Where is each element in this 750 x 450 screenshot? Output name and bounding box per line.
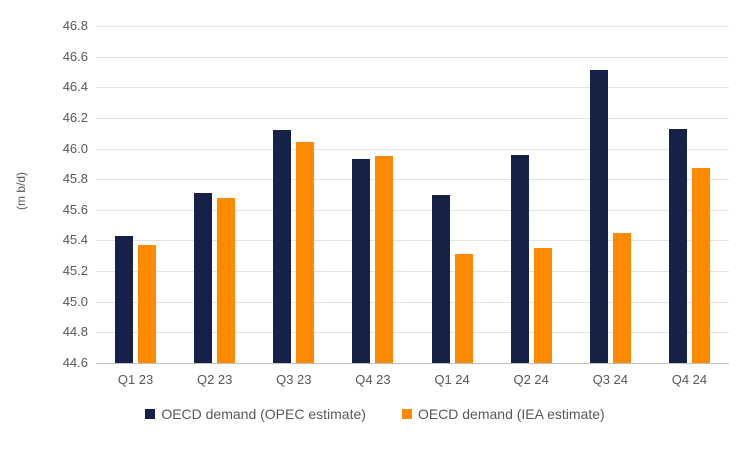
bar-oecd-demand-iea-estimate--q2-24 — [533, 248, 552, 363]
plot-area — [96, 26, 729, 364]
x-axis-label: Q3 24 — [592, 372, 629, 387]
bar-group-q4-23 — [333, 26, 412, 363]
gridline — [96, 209, 729, 211]
y-tick-label: 44.8 — [62, 324, 88, 340]
bar-group-q3-23 — [254, 26, 333, 363]
y-tick-label: 45.2 — [62, 263, 88, 279]
bar-oecd-demand-opec-estimate--q3-23 — [273, 130, 292, 363]
bar-oecd-demand-iea-estimate--q3-24 — [612, 232, 631, 363]
x-axis-line — [96, 363, 729, 364]
legend: OECD demand (OPEC estimate) OECD demand (… — [0, 406, 750, 422]
x-axis-label: Q4 23 — [355, 372, 391, 387]
bar-group-q1-23 — [96, 26, 175, 363]
bar-oecd-demand-iea-estimate--q1-23 — [138, 245, 157, 363]
bar-group-q4-24 — [650, 26, 729, 363]
legend-marker-icon — [145, 409, 156, 419]
x-axis-label: Q1 23 — [117, 372, 154, 387]
bar-oecd-demand-opec-estimate--q4-24 — [668, 128, 687, 363]
y-tick-label: 46.0 — [62, 140, 88, 156]
x-axis-label: Q4 24 — [671, 372, 708, 387]
gridline — [96, 56, 729, 58]
bar-oecd-demand-iea-estimate--q4-24 — [691, 168, 710, 363]
x-axis-label: Q1 24 — [434, 372, 470, 387]
y-tick-label: 46.2 — [62, 109, 88, 125]
x-axis-label: Q2 24 — [513, 372, 549, 387]
gridline — [96, 240, 729, 242]
bar-group-q2-24 — [492, 26, 571, 363]
legend-label: OECD demand (IEA estimate) — [417, 406, 605, 422]
gridline — [96, 301, 729, 303]
legend-item: OECD demand (OPEC estimate) — [145, 406, 366, 422]
bar-group-q1-24 — [413, 26, 492, 363]
bar-group-q2-23 — [175, 26, 254, 363]
bar-oecd-demand-iea-estimate--q4-23 — [375, 156, 394, 363]
y-axis-title: (m b/d) — [14, 171, 28, 211]
x-axis-label: Q2 23 — [196, 372, 233, 387]
bar-oecd-demand-opec-estimate--q1-23 — [115, 235, 134, 363]
gridline — [96, 148, 729, 150]
x-axis-label: Q3 23 — [276, 372, 312, 387]
bar-oecd-demand-opec-estimate--q2-23 — [194, 192, 213, 363]
y-tick-label: 45.4 — [62, 232, 88, 248]
legend-label: OECD demand (OPEC estimate) — [161, 406, 366, 422]
bar-group-q3-24 — [571, 26, 650, 363]
gridline — [96, 271, 729, 273]
y-tick-label: 45.0 — [62, 293, 88, 309]
y-tick-label: 45.8 — [62, 171, 88, 187]
y-tick-label: 46.6 — [62, 48, 88, 64]
bar-oecd-demand-iea-estimate--q2-23 — [217, 197, 236, 363]
bar-oecd-demand-iea-estimate--q3-23 — [296, 142, 315, 363]
gridline — [96, 179, 729, 181]
gridline — [96, 332, 729, 334]
legend-item: OECD demand (IEA estimate) — [401, 406, 605, 422]
y-tick-label: 46.8 — [62, 18, 88, 33]
y-tick-label: 44.6 — [62, 355, 88, 370]
bar-oecd-demand-opec-estimate--q1-24 — [431, 194, 450, 363]
gridline — [96, 117, 729, 119]
y-tick-label: 45.6 — [62, 201, 88, 217]
legend-marker-icon — [401, 409, 412, 419]
bar-oecd-demand-iea-estimate--q1-24 — [454, 254, 473, 363]
gridline — [96, 26, 729, 27]
y-tick-label: 46.4 — [62, 79, 88, 95]
bar-oecd-demand-opec-estimate--q2-24 — [510, 154, 529, 363]
bar-oecd-demand-opec-estimate--q4-23 — [352, 159, 371, 363]
gridline — [96, 87, 729, 89]
bar-oecd-demand-opec-estimate--q3-24 — [589, 70, 608, 363]
